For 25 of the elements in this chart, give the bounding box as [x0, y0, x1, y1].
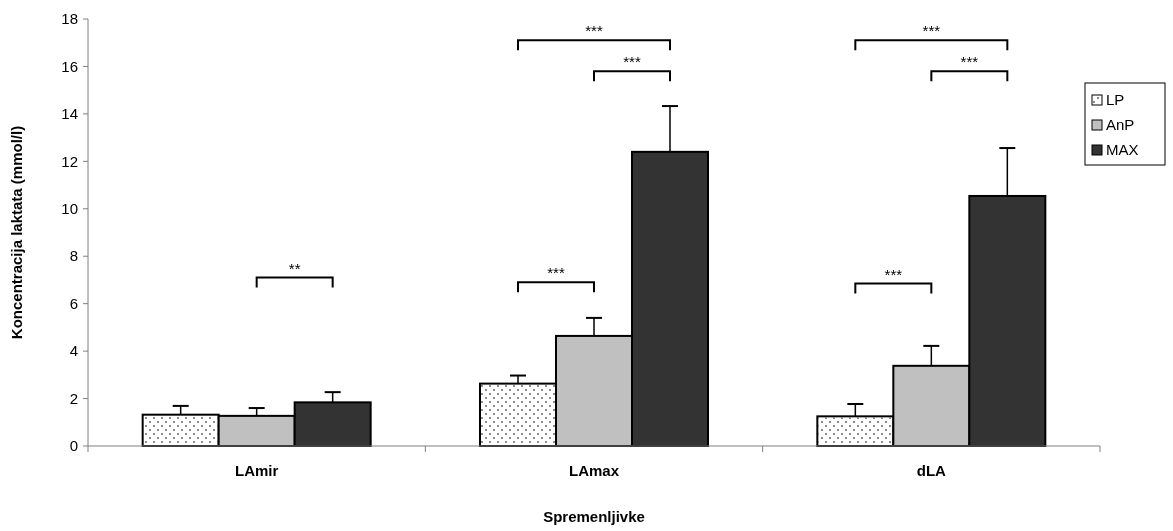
y-tick-label: 6 [69, 294, 78, 312]
y-tick-label: 0 [69, 437, 78, 455]
y-tick-label: 12 [61, 152, 78, 170]
x-tick-label: dLA [916, 462, 947, 479]
annotation: *** [884, 265, 903, 283]
y-axis-title: Koncentracija laktata (mmol/l) [8, 125, 25, 340]
x-tick-label: LAmir [234, 462, 279, 479]
legend-label: AnP [1106, 116, 1135, 134]
x-tick-label: LAmax [568, 462, 620, 479]
y-tick-label: 16 [61, 57, 78, 75]
y-tick-label: 8 [69, 247, 78, 265]
y-tick-label: 2 [69, 389, 78, 407]
legend-label: LP [1106, 91, 1125, 109]
y-tick-label: 14 [61, 105, 78, 123]
annotation: *** [960, 53, 979, 71]
annotation: *** [922, 22, 941, 40]
annotation: *** [585, 22, 603, 40]
x-axis-title: Spremenljivke [543, 508, 645, 525]
legend-label: MAX [1106, 141, 1139, 159]
y-tick-label: 4 [69, 342, 78, 360]
annotation: *** [547, 264, 565, 282]
annotation: *** [623, 53, 641, 71]
y-tick-label: 10 [61, 200, 78, 218]
y-tick-label: 18 [61, 10, 78, 28]
annotation: ** [288, 259, 301, 277]
